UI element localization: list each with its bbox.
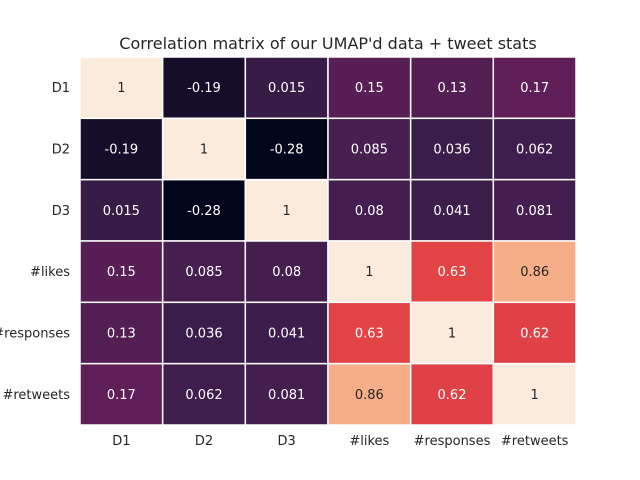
cell-value-label: 1 [448, 327, 456, 342]
cell-value-label: -0.19 [105, 143, 139, 158]
cell-value-label: 0.62 [438, 388, 467, 403]
cell-value-label: 0.63 [438, 265, 467, 280]
heatmap-cell-d3-d2 [161, 178, 247, 242]
heatmap-cell-likes-d3 [244, 240, 329, 304]
row-tick-label-d3: D3 [52, 204, 70, 219]
cell-value-label: 0.015 [268, 81, 305, 96]
heatmap-cell-responses-likes [327, 301, 412, 365]
row-tick-label-likes: #likes [30, 265, 70, 280]
cell-value-label: 1 [531, 388, 539, 403]
cell-value-label: 0.63 [355, 327, 384, 342]
heatmap-cell-retweets-likes [327, 362, 412, 426]
cell-value-label: 1 [200, 143, 208, 158]
cell-value-label: 0.17 [107, 388, 136, 403]
heatmap-cell-labels: 1 -0.19 0.015 0.15 0.13 0.17 -0.19 1 -0.28 0.085 0… [103, 81, 554, 403]
cell-value-label: 0.15 [107, 265, 136, 280]
column-tick-label-d3: D3 [278, 434, 296, 449]
cell-value-label: 0.13 [438, 81, 467, 96]
heatmap-cell-d2-d2 [161, 117, 247, 181]
cell-value-label: 0.062 [516, 143, 553, 158]
heatmap-cell-retweets-retweets [492, 362, 577, 426]
column-tick-label-responses: #responses [414, 434, 491, 449]
heatmap-cell-likes-retweets [492, 240, 577, 304]
heatmap-cell-likes-d1 [79, 240, 164, 304]
cell-value-label: 0.015 [103, 204, 140, 219]
heatmap-cell-likes-responses [409, 240, 495, 304]
chart-title: Correlation matrix of our UMAP'd data + … [119, 34, 536, 53]
cell-value-label: 0.081 [516, 204, 553, 219]
cell-value-label: 0.041 [433, 204, 470, 219]
cell-value-label: -0.19 [187, 81, 221, 96]
row-tick-label-retweets: #retweets [2, 388, 70, 403]
cell-value-label: 0.08 [272, 265, 301, 280]
cell-value-label: 0.62 [520, 327, 549, 342]
heatmap-cell-d3-likes [327, 178, 412, 242]
cell-value-label: 0.085 [185, 265, 222, 280]
heatmap-cell-d1-retweets [492, 56, 577, 120]
cell-value-label: 0.085 [351, 143, 388, 158]
heatmap-cell-likes-likes [327, 240, 412, 304]
cell-value-label: 0.036 [185, 327, 222, 342]
heatmap-cell-retweets-responses [409, 362, 495, 426]
cell-value-label: 0.86 [520, 265, 549, 280]
heatmap-cell-likes-d2 [161, 240, 247, 304]
cell-value-label: 0.15 [355, 81, 384, 96]
heatmap-cell-d3-responses [409, 178, 495, 242]
cell-value-label: 0.081 [268, 388, 305, 403]
heatmap-cells [79, 56, 577, 426]
heatmap-cell-responses-responses [409, 301, 495, 365]
cell-value-label: 1 [365, 265, 373, 280]
column-tick-label-retweets: #retweets [501, 434, 569, 449]
heatmap-cell-d2-likes [327, 117, 412, 181]
heatmap-cell-d2-retweets [492, 117, 577, 181]
column-tick-label-likes: #likes [349, 434, 389, 449]
heatmap-cell-responses-retweets [492, 301, 577, 365]
cell-value-label: 0.036 [433, 143, 470, 158]
heatmap-cell-d1-d2 [161, 56, 247, 120]
cell-value-label: -0.28 [187, 204, 221, 219]
column-tick-label-d1: D1 [112, 434, 130, 449]
cell-value-label: 0.86 [355, 388, 384, 403]
row-tick-label-responses: #responses [0, 327, 70, 342]
cell-value-label: 0.08 [355, 204, 384, 219]
heatmap-cell-retweets-d1 [79, 362, 164, 426]
cell-value-label: 1 [117, 81, 125, 96]
cell-value-label: -0.28 [270, 143, 304, 158]
cell-value-label: 0.062 [185, 388, 222, 403]
row-tick-labels: D1 D2 D3 #likes #responses #retweets [0, 81, 70, 403]
heatmap-cell-d3-retweets [492, 178, 577, 242]
row-tick-label-d2: D2 [52, 143, 70, 158]
column-tick-labels: D1 D2 D3 #likes #responses #retweets [112, 434, 568, 449]
heatmap-cell-d1-d3 [244, 56, 329, 120]
heatmap-cell-responses-d3 [244, 301, 329, 365]
cell-value-label: 0.041 [268, 327, 305, 342]
cell-value-label: 0.17 [520, 81, 549, 96]
heatmap-cell-d1-d1 [79, 56, 164, 120]
row-tick-label-d1: D1 [52, 81, 70, 96]
cell-value-label: 0.13 [107, 327, 136, 342]
cell-value-label: 1 [283, 204, 291, 219]
column-tick-label-d2: D2 [195, 434, 213, 449]
